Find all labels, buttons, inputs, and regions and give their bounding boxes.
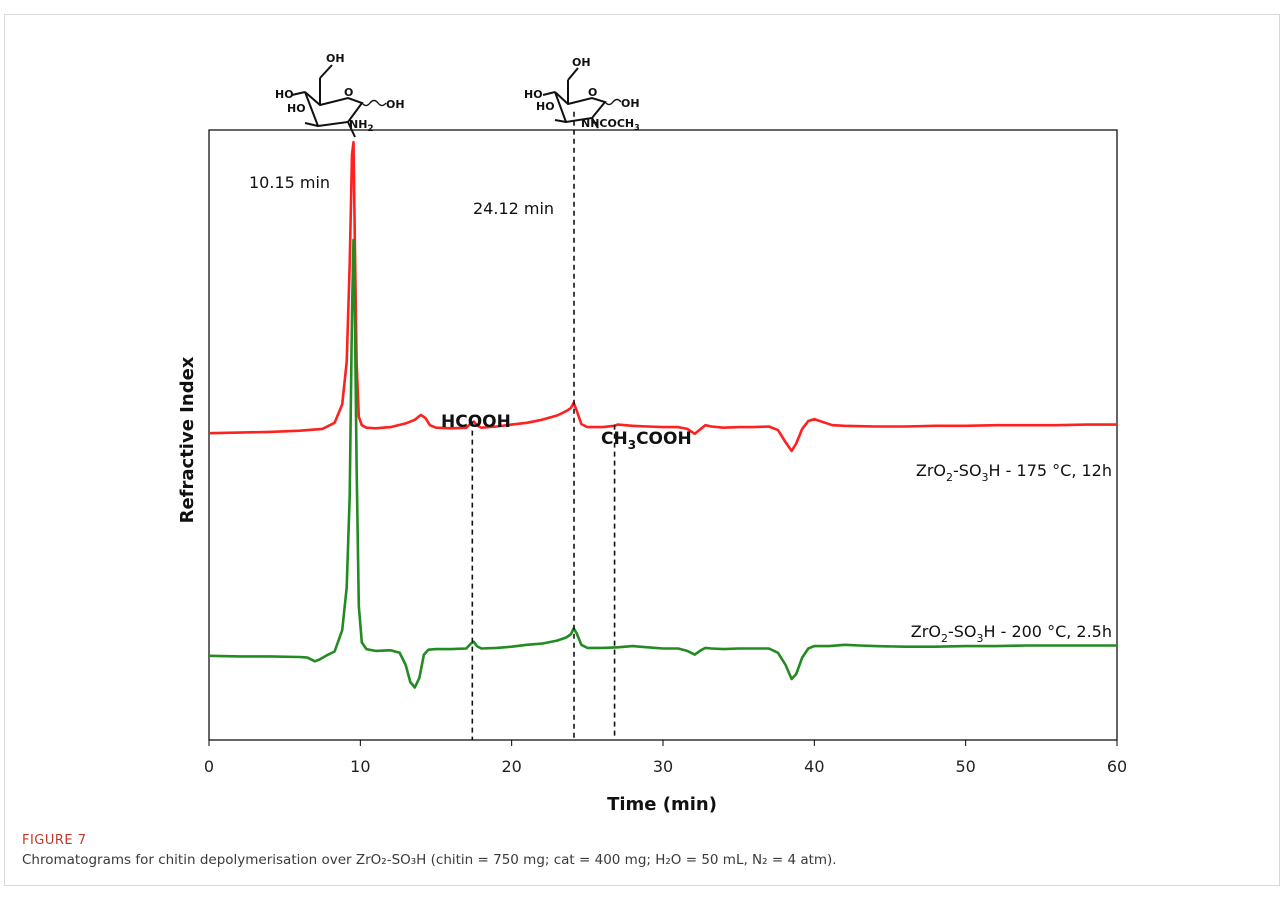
peak2-time-label: 24.12 min — [473, 199, 554, 218]
figure-caption-text: Chromatograms for chitin depolymerisatio… — [22, 852, 837, 868]
acetic-acid-label: CH3COOH — [601, 429, 692, 452]
figure-caption: FIGURE 7 Chromatograms for chitin depoly… — [22, 833, 1262, 868]
glucosamine-structure: OH O HO HO OH NH2 — [275, 52, 405, 138]
series-label-200C: ZrO2-SO3H - 200 °C, 2.5h — [911, 622, 1112, 645]
chromatogram-chart: 0 10 20 30 40 50 60 Time (min) Refractive Inde… — [177, 52, 1127, 815]
formic-acid-label: HCOOH — [441, 412, 511, 432]
glucosamine-atom-oh-anomeric: OH — [386, 98, 405, 111]
series-label-175C: ZrO2-SO3H - 175 °C, 12h — [916, 461, 1112, 484]
x-tick-label-50: 50 — [955, 757, 975, 776]
y-axis-title: Refractive Index — [177, 356, 198, 523]
x-tick-label-0: 0 — [204, 757, 214, 776]
n-acetylglucosamine-ring — [542, 67, 622, 129]
nag-atom-nhcoch3: NHCOCH3 — [581, 117, 640, 132]
glucosamine-ring — [291, 64, 387, 138]
nag-atom-oh-anomeric: OH — [621, 97, 640, 110]
glucosamine-atom-oh-top: OH — [326, 52, 345, 65]
nag-atom-oh-top: OH — [572, 56, 591, 69]
glucosamine-atom-ho-bottom: HO — [287, 102, 306, 115]
nag-atom-ho-left: HO — [524, 88, 543, 101]
x-tick-label-60: 60 — [1107, 757, 1127, 776]
glucosamine-atom-ho-left: HO — [275, 88, 294, 101]
nag-atom-o: O — [588, 86, 597, 99]
x-tick-label-20: 20 — [501, 757, 521, 776]
series-line-0 — [208, 140, 1117, 453]
nag-atom-ho-bottom: HO — [536, 100, 555, 113]
x-axis-title: Time (min) — [607, 794, 717, 815]
n-acetylglucosamine-structure: OH O HO HO OH NHCOCH3 — [524, 56, 640, 132]
figure-frame — [4, 14, 1280, 886]
x-tick-label-30: 30 — [653, 757, 673, 776]
x-tick-label-10: 10 — [350, 757, 370, 776]
figure-label: FIGURE 7 — [22, 833, 87, 848]
peak1-time-label: 10.15 min — [249, 173, 330, 192]
glucosamine-atom-o: O — [344, 86, 353, 99]
glucosamine-atom-nh2: NH2 — [349, 118, 374, 134]
x-tick-label-40: 40 — [804, 757, 824, 776]
series-line-1 — [208, 238, 1117, 689]
